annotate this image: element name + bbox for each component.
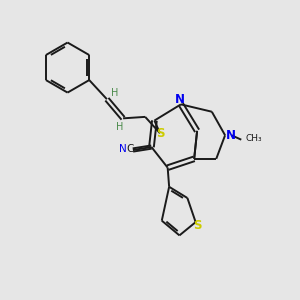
Text: N: N [175, 93, 185, 106]
Text: H: H [112, 88, 119, 98]
Text: S: S [193, 219, 201, 232]
Text: H: H [116, 122, 123, 132]
Text: N: N [226, 129, 236, 142]
Text: N: N [119, 143, 127, 154]
Text: S: S [156, 127, 164, 140]
Text: CH₃: CH₃ [246, 134, 262, 143]
Text: C: C [127, 143, 134, 154]
